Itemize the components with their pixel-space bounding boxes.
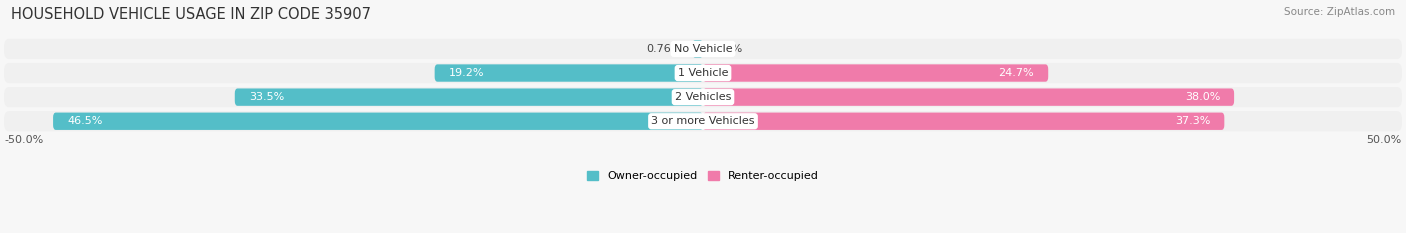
Text: 24.7%: 24.7% <box>998 68 1035 78</box>
Text: 50.0%: 50.0% <box>1367 135 1402 145</box>
Text: 19.2%: 19.2% <box>449 68 484 78</box>
Text: 1 Vehicle: 1 Vehicle <box>678 68 728 78</box>
Text: 37.3%: 37.3% <box>1175 116 1211 126</box>
Text: HOUSEHOLD VEHICLE USAGE IN ZIP CODE 35907: HOUSEHOLD VEHICLE USAGE IN ZIP CODE 3590… <box>11 7 371 22</box>
Text: 0.76%: 0.76% <box>645 44 681 54</box>
Text: No Vehicle: No Vehicle <box>673 44 733 54</box>
Text: -50.0%: -50.0% <box>4 135 44 145</box>
FancyBboxPatch shape <box>434 64 703 82</box>
Text: 3 or more Vehicles: 3 or more Vehicles <box>651 116 755 126</box>
FancyBboxPatch shape <box>703 113 1225 130</box>
FancyBboxPatch shape <box>4 39 1402 59</box>
FancyBboxPatch shape <box>4 87 1402 107</box>
FancyBboxPatch shape <box>4 63 1402 83</box>
Text: 33.5%: 33.5% <box>249 92 284 102</box>
Legend: Owner-occupied, Renter-occupied: Owner-occupied, Renter-occupied <box>582 167 824 186</box>
FancyBboxPatch shape <box>692 40 703 58</box>
FancyBboxPatch shape <box>703 64 1049 82</box>
FancyBboxPatch shape <box>4 111 1402 131</box>
FancyBboxPatch shape <box>235 89 703 106</box>
Text: Source: ZipAtlas.com: Source: ZipAtlas.com <box>1284 7 1395 17</box>
FancyBboxPatch shape <box>53 113 703 130</box>
FancyBboxPatch shape <box>703 89 1234 106</box>
Text: 2 Vehicles: 2 Vehicles <box>675 92 731 102</box>
Text: 0.0%: 0.0% <box>714 44 742 54</box>
Text: 38.0%: 38.0% <box>1185 92 1220 102</box>
Text: 46.5%: 46.5% <box>67 116 103 126</box>
